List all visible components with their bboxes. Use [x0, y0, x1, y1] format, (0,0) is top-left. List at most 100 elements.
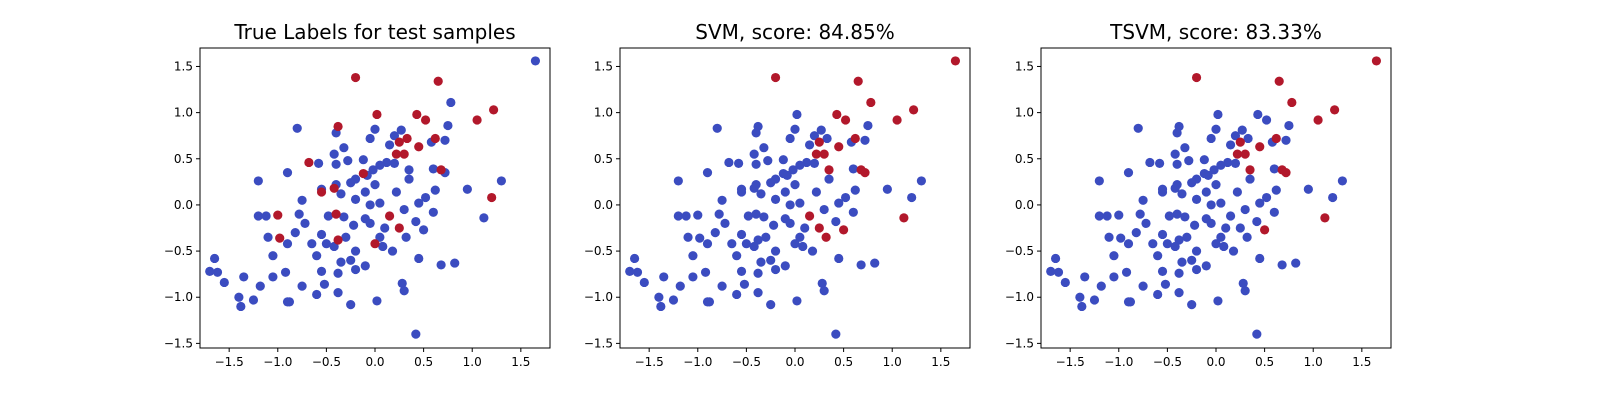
point-red-svm-10	[834, 142, 844, 152]
point-blue-true-labels-95	[255, 281, 265, 291]
point-blue-svm-22	[804, 140, 815, 150]
y-tick-label-svm-0: −1.5	[584, 336, 613, 350]
point-blue-svm-60	[743, 211, 753, 221]
point-red-tsvm-14	[1320, 213, 1330, 223]
point-blue-true-labels-73	[350, 246, 361, 256]
point-red-true-labels-1	[433, 76, 443, 86]
point-blue-tsvm-104	[1238, 278, 1248, 288]
point-blue-tsvm-64	[1102, 211, 1112, 221]
point-red-tsvm-7	[1235, 137, 1245, 147]
point-blue-true-labels-74	[312, 251, 322, 261]
point-blue-true-labels-81	[436, 260, 446, 270]
x-tick-label-svm-6: 1.5	[931, 355, 950, 369]
point-blue-tsvm-77	[1216, 232, 1226, 242]
point-blue-true-labels-41	[297, 195, 307, 205]
point-blue-tsvm-58	[1255, 198, 1265, 208]
point-blue-tsvm-115	[1187, 300, 1197, 310]
point-blue-svm-87	[856, 260, 866, 270]
point-blue-svm-61	[759, 212, 769, 222]
point-red-true-labels-13	[399, 149, 409, 159]
point-red-true-labels-25	[333, 235, 343, 245]
point-red-svm-19	[839, 225, 849, 235]
point-blue-svm-106	[668, 295, 679, 305]
point-blue-svm-67	[800, 223, 810, 233]
point-blue-tsvm-0	[1253, 109, 1263, 120]
point-blue-true-labels-40	[420, 192, 431, 203]
point-blue-svm-64	[720, 218, 730, 228]
y-tick-label-true-labels-2: −0.5	[164, 244, 193, 258]
point-red-true-labels-6	[472, 115, 482, 125]
y-tick-label-svm-5: 1.0	[594, 106, 613, 120]
point-blue-svm-93	[700, 267, 711, 277]
point-red-true-labels-17	[316, 187, 327, 197]
x-tick-label-true-labels-0: −1.5	[215, 355, 244, 369]
point-blue-tsvm-60	[1240, 204, 1250, 215]
point-blue-svm-55	[819, 204, 829, 215]
point-blue-true-labels-92	[319, 279, 330, 289]
point-blue-svm-54	[785, 200, 795, 210]
point-red-true-labels-18	[329, 183, 339, 193]
y-tick-label-tsvm-5: 1.0	[1015, 106, 1034, 120]
point-blue-svm-56	[848, 207, 858, 217]
point-blue-svm-66	[769, 220, 779, 230]
point-blue-svm-29	[751, 159, 761, 169]
point-blue-true-labels-62	[316, 229, 327, 240]
point-blue-tsvm-93	[1291, 258, 1301, 268]
point-blue-true-labels-59	[380, 223, 390, 233]
point-blue-svm-47	[756, 189, 766, 199]
point-blue-true-labels-98	[312, 289, 322, 300]
point-blue-true-labels-46	[399, 204, 409, 215]
point-blue-tsvm-69	[1141, 218, 1151, 228]
point-red-true-labels-12	[391, 149, 401, 159]
point-blue-svm-45	[882, 184, 892, 194]
point-blue-tsvm-98	[1121, 267, 1132, 277]
point-blue-svm-3	[724, 157, 734, 168]
point-blue-tsvm-88	[1187, 255, 1197, 265]
point-blue-true-labels-4	[370, 124, 380, 134]
point-blue-tsvm-4	[1242, 232, 1252, 242]
point-red-tsvm-3	[1287, 97, 1297, 108]
point-blue-svm-38	[766, 178, 776, 188]
point-blue-tsvm-51	[1201, 187, 1211, 197]
point-red-true-labels-21	[273, 210, 283, 220]
point-blue-true-labels-26	[282, 168, 293, 178]
point-blue-true-labels-17	[314, 158, 324, 168]
point-blue-true-labels-89	[239, 272, 249, 282]
chart-title-tsvm: TSVM, score: 83.33%	[1109, 20, 1322, 44]
point-blue-tsvm-20	[1211, 124, 1221, 134]
point-blue-true-labels-86	[212, 267, 223, 277]
point-blue-svm-9	[693, 210, 703, 220]
x-tick-label-true-labels-6: 1.5	[511, 355, 530, 369]
point-red-true-labels-3	[420, 115, 431, 125]
point-blue-svm-65	[785, 218, 795, 228]
point-blue-svm-50	[717, 195, 727, 205]
point-blue-tsvm-19	[1284, 120, 1294, 131]
point-blue-svm-24	[749, 149, 759, 159]
point-red-true-labels-14	[304, 157, 314, 168]
point-blue-svm-76	[749, 241, 759, 252]
subplot-true-labels: True Labels for test samples −1.5 −1.0 −0.…	[164, 20, 551, 369]
point-blue-tsvm-48	[1157, 184, 1168, 194]
point-blue-tsvm-105	[1138, 281, 1148, 291]
point-blue-true-labels-44	[414, 198, 424, 208]
point-blue-svm-77	[798, 241, 808, 252]
x-tick-label-tsvm-0: −1.5	[1056, 355, 1085, 369]
point-red-svm-11	[811, 149, 821, 159]
point-red-tsvm-13	[1281, 168, 1291, 178]
point-blue-true-labels-9	[365, 133, 375, 144]
point-blue-tsvm-46	[1211, 180, 1221, 190]
point-blue-true-labels-18	[331, 159, 341, 169]
point-blue-svm-35	[702, 168, 713, 178]
x-tick-label-svm-3: 0.0	[785, 355, 804, 369]
point-blue-tsvm-35	[1216, 160, 1226, 170]
point-blue-true-labels-82	[450, 258, 460, 268]
point-blue-true-labels-99	[234, 292, 244, 302]
point-blue-svm-2	[822, 133, 832, 144]
point-blue-true-labels-80	[360, 261, 370, 271]
point-blue-tsvm-73	[1131, 228, 1141, 238]
point-blue-true-labels-77	[346, 255, 356, 265]
point-blue-svm-78	[807, 246, 818, 256]
point-blue-true-labels-23	[404, 165, 414, 175]
point-blue-tsvm-12	[1328, 192, 1338, 203]
point-blue-true-labels-66	[401, 232, 411, 242]
